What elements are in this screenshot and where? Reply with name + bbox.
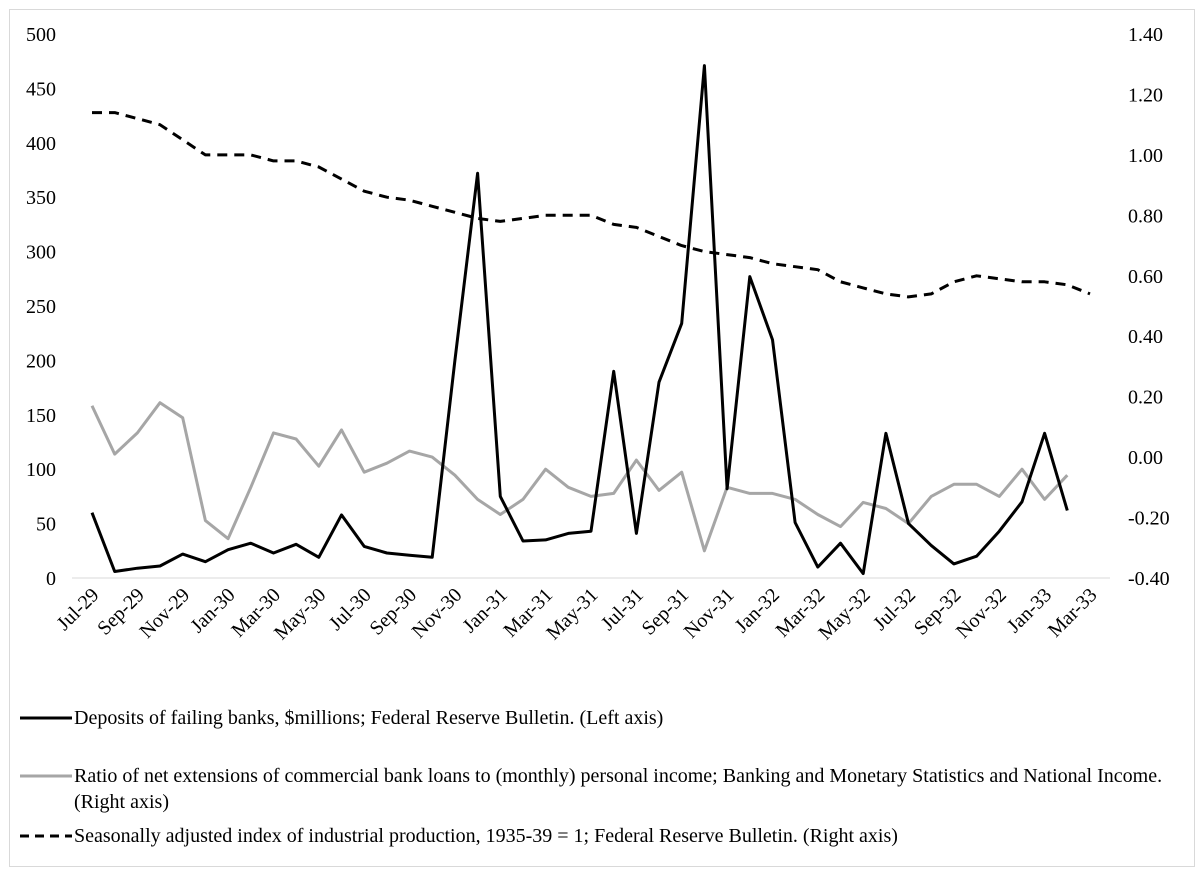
- chart-frame: [9, 9, 1195, 867]
- left-axis-ticks: 0 50 100 150 200 250 300 350 400 450 500: [26, 24, 56, 590]
- left-tick-label: 350: [26, 187, 56, 209]
- legend-item-loan-ratio: Ratio of net extensions of commercial ba…: [20, 763, 1195, 815]
- right-tick-label: 0.80: [1128, 205, 1163, 227]
- right-tick-label: 1.00: [1128, 145, 1163, 167]
- right-tick-label: 1.40: [1128, 24, 1163, 46]
- left-tick-label: 450: [26, 78, 56, 100]
- right-axis-ticks: -0.40 -0.20 0.00 0.20 0.40 0.60 0.80 1.00 1.20 1.…: [1128, 24, 1170, 590]
- x-tick-label: Nov-29: [135, 584, 194, 643]
- line-chart: 0 50 100 150 200 250 300 350 400 450 500 -0.40 -0.2…: [26, 24, 1170, 644]
- left-tick-label: 300: [26, 242, 56, 264]
- right-tick-label: -0.40: [1128, 568, 1170, 590]
- right-tick-label: 0.00: [1128, 447, 1163, 469]
- x-tick-label: May-30: [270, 584, 330, 644]
- x-tick-label: Nov-30: [408, 584, 467, 643]
- left-tick-label: 0: [46, 568, 56, 590]
- legend-item-deposits: Deposits of failing banks, $millions; Fe…: [20, 705, 1195, 731]
- left-tick-label: 200: [26, 350, 56, 372]
- legend-label-industrial-production: Seasonally adjusted index of industrial …: [74, 825, 898, 847]
- legend-item-industrial-production: Seasonally adjusted index of industrial …: [20, 823, 1195, 849]
- legend-label-deposits: Deposits of failing banks, $millions; Fe…: [74, 707, 664, 729]
- left-tick-label: 150: [26, 405, 56, 427]
- x-tick-label: May-31: [542, 584, 602, 644]
- x-tick-label: Nov-32: [952, 584, 1011, 643]
- legend-line-deposits: [20, 705, 74, 729]
- right-tick-label: 0.60: [1128, 266, 1163, 288]
- legend-label-loan-ratio: Ratio of net extensions of commercial ba…: [74, 765, 1163, 813]
- left-tick-label: 400: [26, 133, 56, 155]
- x-tick-label: Mar-33: [1044, 584, 1102, 642]
- x-axis-ticks: Jul-29Sep-29Nov-29Jan-30Mar-30May-30Jul-…: [53, 584, 1102, 644]
- series-layer: [90, 64, 1091, 576]
- left-tick-label: 50: [36, 514, 56, 536]
- right-tick-label: 0.20: [1128, 387, 1163, 409]
- legend-line-industrial-production: [20, 823, 74, 847]
- series-line-industrial-production: [92, 111, 1091, 299]
- legend-line-loan-ratio: [20, 763, 74, 787]
- left-tick-label: 500: [26, 24, 56, 46]
- series-line-loan-ratio: [90, 401, 1069, 553]
- right-tick-label: -0.20: [1128, 508, 1170, 530]
- x-tick-label: Nov-31: [680, 584, 739, 643]
- series-line-deposits: [90, 64, 1069, 576]
- right-tick-label: 0.40: [1128, 326, 1163, 348]
- x-tick-label: May-32: [814, 584, 874, 644]
- right-tick-label: 1.20: [1128, 84, 1163, 106]
- left-tick-label: 100: [26, 459, 56, 481]
- left-tick-label: 250: [26, 296, 56, 318]
